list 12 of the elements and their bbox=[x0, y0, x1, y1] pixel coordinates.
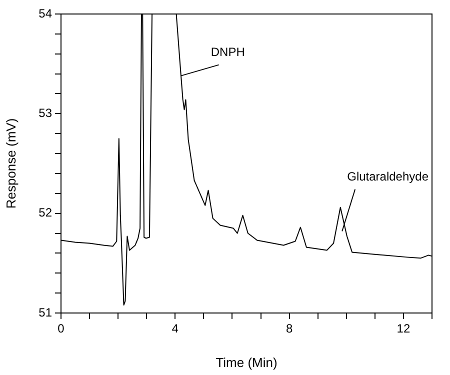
x-tick-label: 4 bbox=[172, 322, 179, 336]
x-tick-label: 12 bbox=[396, 322, 410, 336]
y-tick-label: 54 bbox=[38, 6, 52, 20]
x-tick-label: 8 bbox=[286, 322, 293, 336]
x-tick-label: 0 bbox=[58, 322, 65, 336]
y-tick-label: 52 bbox=[38, 206, 52, 220]
y-tick-label: 51 bbox=[38, 305, 52, 320]
annotation: Glutaraldehyde bbox=[347, 170, 429, 184]
y-axis-title: Response (mV) bbox=[3, 118, 18, 209]
x-axis-title: Time (Min) bbox=[216, 354, 278, 370]
y-tick-label: 53 bbox=[38, 106, 52, 120]
annotation: DNPH bbox=[210, 45, 245, 60]
